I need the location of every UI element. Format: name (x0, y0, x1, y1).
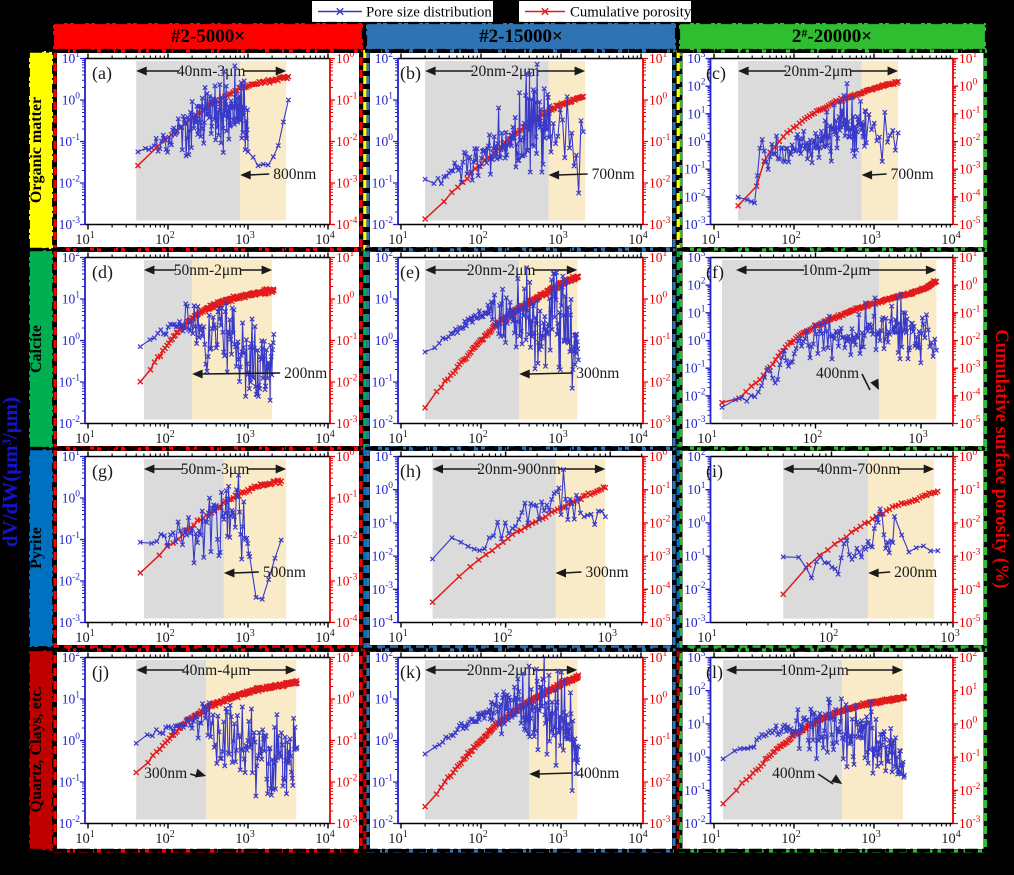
svg-text:500nm: 500nm (263, 564, 306, 581)
svg-text:#2-15000×: #2-15000× (479, 26, 563, 47)
svg-text:20nm-2μm: 20nm-2μm (471, 63, 540, 80)
svg-text:300nm: 300nm (586, 564, 629, 581)
svg-text:40nm-700nm: 40nm-700nm (817, 461, 901, 478)
svg-text:2#-20000×: 2#-20000× (792, 26, 872, 47)
svg-text:200nm: 200nm (894, 564, 937, 581)
svg-text:Quartz, Clays, etc.: Quartz, Clays, etc. (28, 686, 45, 813)
svg-text:Pore size distribution: Pore size distribution (366, 5, 492, 21)
svg-text:Cumulative porosity: Cumulative porosity (570, 5, 692, 21)
svg-text:(e): (e) (400, 262, 420, 283)
svg-text:(l): (l) (706, 662, 723, 683)
svg-text:50nm-3μm: 50nm-3μm (181, 461, 250, 478)
svg-text:700nm: 700nm (891, 166, 934, 183)
svg-text:(i): (i) (706, 461, 723, 482)
svg-text:Pyrite: Pyrite (28, 527, 45, 569)
svg-text:20nm-2μm: 20nm-2μm (467, 662, 536, 679)
svg-text:#2-5000×: #2-5000× (171, 26, 245, 47)
svg-text:40nm-4μm: 40nm-4μm (182, 662, 251, 679)
svg-text:(h): (h) (400, 461, 421, 482)
svg-text:20nm-2μm: 20nm-2μm (784, 63, 853, 80)
svg-text:(j): (j) (92, 662, 109, 683)
svg-text:(c): (c) (706, 63, 726, 84)
svg-text:(g): (g) (92, 461, 113, 482)
svg-text:(a): (a) (92, 63, 112, 84)
svg-text:700nm: 700nm (592, 166, 635, 183)
svg-text:400nm: 400nm (772, 765, 815, 782)
svg-text:400nm: 400nm (576, 765, 619, 782)
svg-text:40nm-3μm: 40nm-3μm (177, 63, 246, 80)
svg-text:300nm: 300nm (576, 365, 619, 382)
svg-text:50nm-2μm: 50nm-2μm (174, 262, 243, 279)
svg-text:(f): (f) (706, 262, 724, 283)
svg-text:10nm-2μm: 10nm-2μm (780, 662, 849, 679)
svg-text:10nm-2μm: 10nm-2μm (802, 262, 871, 279)
svg-text:Organic matter: Organic matter (28, 97, 45, 203)
svg-text:dV/dW(μm³/μm): dV/dW(μm³/μm) (0, 397, 22, 547)
svg-text:Cumulative surface porosity (%: Cumulative surface porosity (%) (991, 329, 1011, 588)
svg-text:(k): (k) (400, 662, 421, 683)
svg-text:20nm-2μm: 20nm-2μm (467, 262, 536, 279)
svg-text:300nm: 300nm (144, 765, 187, 782)
svg-text:200nm: 200nm (284, 365, 327, 382)
svg-text:800nm: 800nm (273, 166, 316, 183)
svg-text:400nm: 400nm (816, 365, 859, 382)
svg-text:20nm-900nm: 20nm-900nm (477, 461, 561, 478)
svg-text:Calcite: Calcite (28, 325, 45, 373)
svg-text:(b): (b) (400, 63, 421, 84)
svg-text:(d): (d) (92, 262, 113, 283)
